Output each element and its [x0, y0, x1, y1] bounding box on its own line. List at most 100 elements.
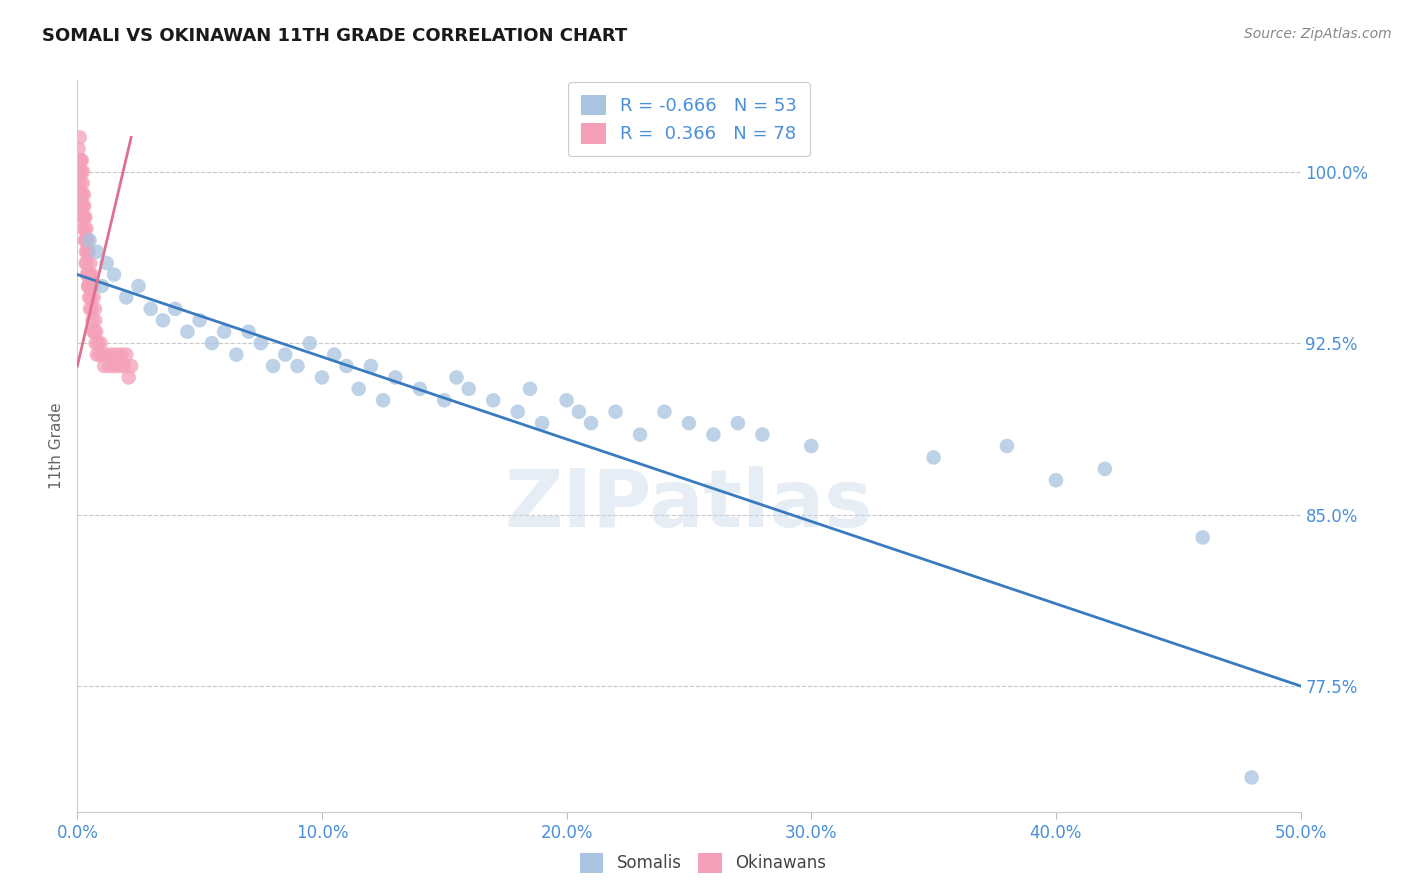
Point — [90, 347, 112, 362]
Point — [69, 164, 91, 178]
Point — [75, 256, 97, 270]
Point — [103, 268, 125, 282]
Point — [250, 336, 273, 351]
Point — [77, 290, 100, 304]
Point — [298, 336, 321, 351]
Point — [654, 405, 676, 419]
Point — [110, 347, 132, 362]
Point — [83, 290, 105, 304]
Point — [118, 370, 141, 384]
Point — [165, 301, 187, 316]
Point — [70, 164, 93, 178]
Point — [212, 325, 235, 339]
Point — [82, 313, 104, 327]
Point — [384, 370, 406, 384]
Text: Source: ZipAtlas.com: Source: ZipAtlas.com — [1244, 27, 1392, 41]
Point — [69, 176, 91, 190]
Point — [323, 347, 346, 362]
Point — [1191, 530, 1213, 544]
Point — [90, 336, 112, 351]
Point — [922, 450, 945, 465]
Point — [72, 176, 94, 190]
Point — [73, 222, 96, 236]
Point — [87, 336, 110, 351]
Point — [72, 211, 94, 225]
Point — [73, 187, 96, 202]
Point — [77, 244, 100, 259]
Point — [96, 347, 118, 362]
Point — [73, 222, 96, 236]
Point — [446, 370, 468, 384]
Point — [93, 359, 115, 373]
Point — [69, 187, 91, 202]
Point — [79, 268, 101, 282]
Point — [73, 211, 96, 225]
Point — [115, 290, 138, 304]
Point — [75, 233, 97, 247]
Point — [605, 405, 627, 419]
Point — [238, 325, 260, 339]
Point — [1094, 462, 1116, 476]
Point — [360, 359, 382, 373]
Point — [76, 233, 98, 247]
Point — [84, 301, 107, 316]
Point — [702, 427, 724, 442]
Point — [347, 382, 370, 396]
Point — [72, 211, 94, 225]
Point — [76, 244, 98, 259]
Point — [86, 244, 108, 259]
Point — [82, 279, 104, 293]
Point — [79, 279, 101, 293]
Point — [103, 359, 125, 373]
Point — [108, 359, 131, 373]
Point — [84, 313, 107, 327]
Point — [73, 233, 96, 247]
Point — [482, 393, 505, 408]
Point — [128, 279, 150, 293]
Point — [72, 164, 94, 178]
Point — [433, 393, 456, 408]
Point — [409, 382, 432, 396]
Point — [80, 268, 103, 282]
Point — [274, 347, 297, 362]
Point — [84, 325, 107, 339]
Point — [262, 359, 284, 373]
Point — [98, 359, 121, 373]
Point — [79, 268, 101, 282]
Point — [69, 130, 91, 145]
Point — [79, 256, 101, 270]
Point — [69, 153, 91, 168]
Point — [70, 187, 93, 202]
Point — [112, 359, 135, 373]
Point — [105, 347, 128, 362]
Point — [80, 290, 103, 304]
Point — [70, 199, 93, 213]
Point — [579, 416, 602, 430]
Point — [70, 153, 93, 168]
Point — [678, 416, 700, 430]
Point — [83, 325, 105, 339]
Text: SOMALI VS OKINAWAN 11TH GRADE CORRELATION CHART: SOMALI VS OKINAWAN 11TH GRADE CORRELATIO… — [42, 27, 627, 45]
Point — [100, 347, 122, 362]
Point — [86, 347, 108, 362]
Point — [77, 268, 100, 282]
Y-axis label: 11th Grade: 11th Grade — [49, 402, 65, 490]
Point — [76, 244, 98, 259]
Point — [115, 347, 138, 362]
Legend: R = -0.666   N = 53, R =  0.366   N = 78: R = -0.666 N = 53, R = 0.366 N = 78 — [568, 82, 810, 156]
Point — [67, 164, 90, 178]
Point — [69, 153, 91, 168]
Point — [84, 336, 107, 351]
Point — [506, 405, 529, 419]
Point — [727, 416, 749, 430]
Point — [96, 256, 118, 270]
Point — [152, 313, 174, 327]
Point — [67, 176, 90, 190]
Point — [67, 142, 90, 156]
Point — [77, 279, 100, 293]
Point — [90, 279, 112, 293]
Point — [139, 301, 162, 316]
Point — [751, 427, 773, 442]
Point — [75, 222, 97, 236]
Point — [82, 325, 104, 339]
